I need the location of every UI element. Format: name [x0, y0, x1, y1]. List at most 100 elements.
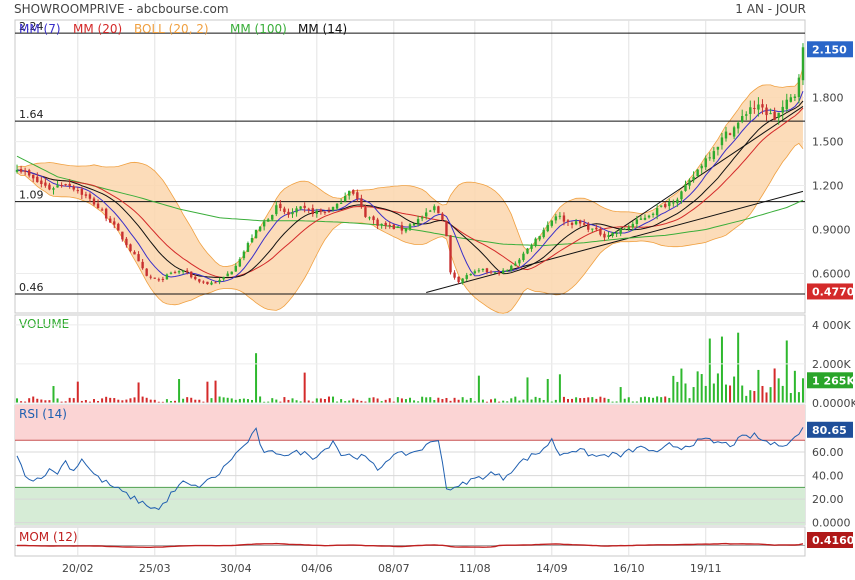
volume-bar	[40, 399, 43, 403]
volume-bar	[251, 399, 253, 403]
volume-bar	[129, 398, 132, 403]
candle-body	[238, 259, 242, 267]
candle-body	[68, 183, 71, 187]
volume-bar	[125, 399, 128, 403]
volume-bar	[656, 396, 659, 403]
volume-bar	[498, 401, 501, 403]
volume-bar	[729, 385, 732, 403]
candle-body	[157, 279, 161, 281]
volume-bar	[490, 399, 493, 403]
candle-body	[311, 208, 314, 214]
volume-bar	[477, 375, 480, 403]
candle-body	[250, 237, 254, 243]
candle-body	[765, 107, 768, 116]
candle-body	[801, 47, 805, 81]
rsi-tick-label: 0.0000	[812, 517, 851, 530]
volume-bar	[190, 397, 193, 403]
volume-bar	[169, 400, 172, 403]
mm20-line	[16, 107, 804, 279]
candle-body	[104, 208, 108, 219]
candle-body	[307, 208, 310, 210]
candle-body	[19, 169, 23, 172]
volume-bar	[684, 383, 687, 403]
x-tick-label: 25/03	[139, 562, 171, 575]
volume-bar	[238, 398, 241, 403]
candle-body	[125, 238, 128, 246]
volume-bar	[137, 382, 140, 403]
candle-body	[631, 223, 635, 228]
volume-bar	[327, 396, 330, 403]
volume-tick-label: 2.000K	[812, 358, 851, 371]
volume-bar	[469, 397, 472, 403]
volume-bar	[712, 383, 715, 403]
candle-body	[441, 213, 444, 220]
volume-bar	[149, 399, 152, 403]
volume-bar	[741, 385, 744, 403]
volume-bar	[226, 397, 229, 403]
candle-body	[327, 211, 331, 213]
candle-body	[566, 220, 570, 222]
volume-bar	[761, 385, 764, 403]
volume-bar	[36, 398, 39, 403]
volume-bar	[84, 400, 87, 403]
candle-body	[396, 226, 400, 228]
candle-body	[497, 272, 501, 274]
candle-body	[749, 107, 752, 114]
candle-body	[60, 184, 63, 186]
candle-body	[595, 227, 598, 230]
volume-bar	[611, 401, 614, 403]
volume-bar	[409, 397, 411, 403]
candle-body	[514, 263, 517, 266]
candle-body	[408, 224, 412, 230]
volume-bar	[542, 399, 545, 403]
candle-body	[133, 251, 136, 255]
candle-body	[202, 281, 205, 283]
candle-body	[732, 127, 736, 137]
candle-body	[773, 111, 776, 120]
candle-body	[619, 228, 622, 234]
volume-bar	[230, 398, 233, 403]
volume-bar	[733, 376, 736, 403]
candle-body	[222, 276, 225, 280]
volume-bar	[80, 400, 83, 403]
volume-bar	[607, 398, 610, 403]
volume-bar	[101, 398, 104, 403]
volume-tick-label: 4 000K	[812, 319, 851, 332]
candle-body	[32, 174, 35, 179]
rsi-line	[16, 427, 804, 511]
volume-label: VOLUME	[19, 317, 69, 331]
candle-body	[506, 270, 509, 272]
candle-body	[404, 228, 408, 232]
volume-bar	[635, 401, 638, 403]
candle-body	[275, 205, 278, 215]
candle-body	[44, 182, 47, 186]
rsi-oversold-zone	[15, 487, 805, 525]
candle-body	[655, 208, 659, 216]
candle-body	[198, 279, 201, 282]
candle-body	[84, 194, 88, 196]
volume-bar	[60, 401, 63, 403]
candle-body	[554, 216, 558, 221]
volume-badge-bg	[807, 372, 853, 389]
candle-body	[696, 169, 699, 177]
candle-body	[793, 96, 797, 98]
volume-bar	[429, 397, 432, 403]
candle-body	[728, 133, 732, 135]
candle-body	[380, 223, 383, 225]
candle-body	[741, 116, 744, 122]
volume-bar	[24, 401, 27, 403]
volume-bar	[664, 396, 667, 403]
mom-line	[17, 542, 804, 548]
volume-bar	[141, 396, 144, 403]
candle-body	[676, 199, 679, 204]
volume-bar	[246, 399, 249, 403]
candle-body	[785, 99, 788, 110]
volume-bar	[530, 399, 533, 403]
volume-bar	[680, 368, 683, 403]
candle-body	[639, 218, 643, 220]
candle-body	[343, 196, 347, 202]
volume-bar	[502, 400, 505, 403]
candle-body	[258, 226, 262, 231]
period-label: 1 AN - JOUR	[735, 2, 806, 16]
volume-bar	[583, 397, 586, 403]
